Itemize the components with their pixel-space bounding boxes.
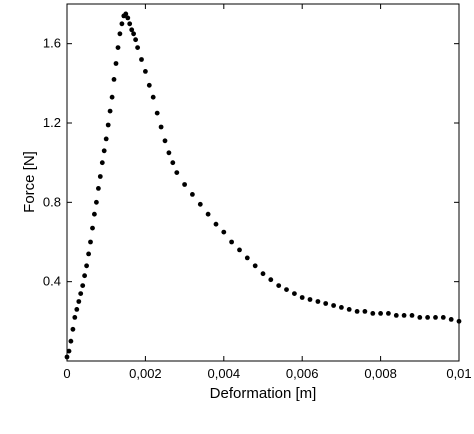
data-point <box>64 354 70 360</box>
data-point <box>103 136 109 142</box>
data-point <box>190 192 195 197</box>
data-point <box>205 211 211 217</box>
data-point <box>92 211 97 217</box>
data-point <box>409 313 415 318</box>
x-tick-label: 0,006 <box>286 366 319 381</box>
data-point <box>440 315 446 320</box>
data-point <box>456 318 462 324</box>
data-point <box>182 182 188 187</box>
data-point <box>119 21 125 27</box>
scatter-points <box>64 11 462 360</box>
x-axis: 0 0,002 0,004 0,006 0,008 0,01 <box>63 4 472 381</box>
data-point <box>109 94 115 100</box>
data-point <box>146 82 152 88</box>
data-point <box>82 273 87 279</box>
data-point <box>276 283 282 288</box>
data-point <box>197 201 203 207</box>
data-point <box>170 160 176 166</box>
data-point <box>307 297 313 302</box>
data-point <box>117 31 123 37</box>
data-point <box>129 27 135 33</box>
data-point <box>401 313 407 318</box>
data-point <box>299 295 305 300</box>
y-tick-label: 1.2 <box>43 115 61 130</box>
data-point <box>354 309 360 314</box>
data-point <box>417 315 423 320</box>
data-point <box>174 170 180 176</box>
data-point <box>346 307 352 312</box>
data-point <box>88 239 93 245</box>
data-point <box>268 277 274 283</box>
data-point <box>133 37 139 43</box>
data-point <box>323 301 329 306</box>
data-point <box>244 255 250 261</box>
data-point <box>135 45 141 50</box>
x-tick-label: 0,004 <box>208 366 241 381</box>
data-point <box>150 94 156 100</box>
data-point <box>362 309 368 314</box>
data-point <box>72 315 78 320</box>
data-point <box>78 291 84 296</box>
data-point <box>339 305 344 310</box>
data-point <box>221 229 227 235</box>
data-point <box>99 160 105 166</box>
data-point <box>96 186 101 191</box>
data-point <box>84 263 89 269</box>
data-point <box>448 317 454 322</box>
data-point <box>125 15 131 21</box>
data-point <box>433 315 438 320</box>
data-point <box>66 348 72 354</box>
x-tick-label: 0,008 <box>364 366 397 381</box>
data-point <box>213 221 219 227</box>
data-point <box>76 299 82 304</box>
data-point <box>284 287 289 292</box>
plot-frame <box>66 3 460 362</box>
data-point <box>123 11 129 17</box>
data-point <box>80 283 86 288</box>
x-tick-label: 0 <box>63 366 70 381</box>
data-point <box>131 31 137 37</box>
data-point <box>315 299 321 304</box>
data-point <box>229 239 235 245</box>
x-axis-title: Deformation [m] <box>210 385 317 402</box>
data-point <box>393 313 399 318</box>
data-point <box>370 311 376 316</box>
data-point <box>154 110 160 116</box>
y-tick-label: 0.8 <box>43 194 61 209</box>
data-point <box>97 174 103 179</box>
data-point <box>127 21 133 27</box>
data-point <box>101 148 107 154</box>
data-point <box>260 271 266 277</box>
data-point <box>74 307 80 312</box>
data-point <box>105 122 111 128</box>
data-point <box>386 311 391 316</box>
y-axis: 0.4 0.8 1.2 1.6 <box>43 36 459 289</box>
data-point <box>107 108 113 114</box>
y-axis-title: Force [N] <box>21 151 38 213</box>
data-point <box>90 225 95 231</box>
data-point <box>113 61 119 66</box>
data-point <box>94 199 99 205</box>
data-point <box>143 69 148 74</box>
data-point <box>252 263 258 269</box>
data-point <box>115 45 121 50</box>
data-point <box>237 247 242 253</box>
data-point <box>292 291 297 296</box>
data-point <box>425 315 430 320</box>
data-point <box>158 124 164 130</box>
data-point <box>139 57 144 62</box>
y-tick-label: 1.6 <box>43 36 61 51</box>
data-point <box>331 303 336 308</box>
data-point <box>111 77 117 82</box>
data-point <box>86 251 91 257</box>
data-point <box>70 326 76 332</box>
data-point <box>166 150 172 156</box>
data-point <box>162 138 168 144</box>
x-tick-label: 0,01 <box>446 366 471 381</box>
x-tick-label: 0,002 <box>129 366 162 381</box>
data-point <box>378 311 383 316</box>
data-point <box>68 338 74 344</box>
y-tick-label: 0.4 <box>43 274 61 289</box>
